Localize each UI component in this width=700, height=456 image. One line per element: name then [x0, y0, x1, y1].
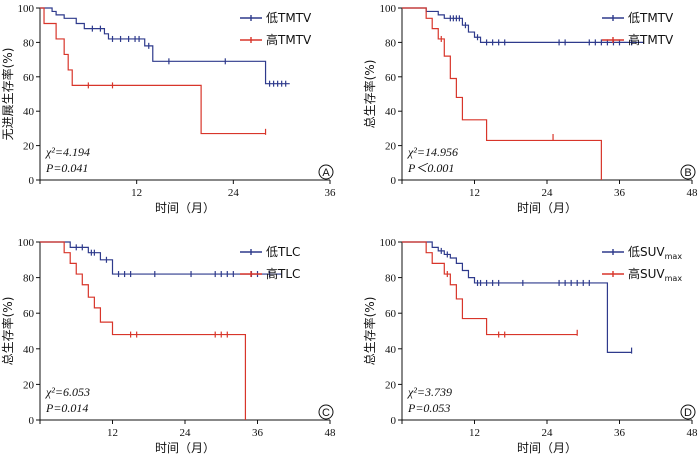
- legend-label-low: 低TMTV: [266, 11, 312, 25]
- stat-line: P=0.053: [407, 401, 450, 415]
- y-axis-label: 总生存率(%): [362, 297, 377, 366]
- y-tick-label: 20: [23, 141, 35, 153]
- km-panel-B: 0 20 40 60 80 100 12 24 36 48 时间（月） 总生存率(%) 低TMTV 高TM…: [362, 3, 698, 215]
- x-axis-label: 时间（月）: [517, 441, 577, 455]
- y-tick-label: 40: [385, 344, 397, 356]
- km-curve-high: [40, 7, 266, 135]
- legend-label-high: 高SUVmax: [628, 266, 682, 283]
- y-tick-label: 100: [18, 3, 35, 15]
- stat-line: P=0.014: [45, 401, 88, 415]
- panel-letter: B: [684, 167, 691, 179]
- x-tick-label: 24: [180, 427, 192, 439]
- y-tick-label: 100: [380, 3, 397, 15]
- stat-line: χ²=4.194: [45, 145, 90, 159]
- x-tick-label: 24: [228, 187, 240, 199]
- y-tick-label: 80: [385, 273, 397, 285]
- y-tick-label: 0: [391, 175, 397, 187]
- panel-letter: C: [322, 407, 330, 419]
- legend-label-high: 高TMTV: [628, 32, 674, 47]
- x-tick-label: 24: [542, 187, 554, 199]
- y-tick-label: 80: [23, 37, 35, 49]
- panel-letter-circle: [680, 164, 696, 180]
- y-tick-label: 0: [29, 415, 35, 427]
- y-tick-label: 0: [29, 175, 35, 187]
- stat-line: χ²=6.053: [45, 385, 90, 399]
- x-tick-label: 12: [469, 187, 480, 199]
- panel-letter-circle: [318, 404, 334, 420]
- y-tick-label: 60: [23, 72, 35, 84]
- y-tick-label: 100: [380, 237, 397, 249]
- y-tick-label: 20: [23, 379, 35, 391]
- y-tick-label: 20: [385, 141, 397, 153]
- x-tick-label: 12: [469, 427, 480, 439]
- legend-label-low: 低TLC: [266, 245, 300, 259]
- legend-label-high: 高TMTV: [266, 32, 312, 47]
- x-axis-label: 时间（月）: [517, 201, 577, 215]
- km-panel-A: 0 20 40 60 80 100 12 24 36 时间（月） 无进展生存率(%) 低TMTV 高TM…: [0, 3, 336, 215]
- y-tick-label: 100: [18, 237, 35, 249]
- y-tick-label: 60: [23, 308, 35, 320]
- x-tick-label: 48: [687, 187, 699, 199]
- panel-letter: D: [684, 407, 692, 419]
- x-tick-label: 24: [542, 427, 554, 439]
- x-tick-label: 12: [107, 427, 118, 439]
- y-tick-label: 80: [23, 273, 35, 285]
- legend-label-low: 低SUVmax: [628, 245, 682, 261]
- km-curve-high: [402, 7, 602, 180]
- panel-letter: A: [322, 167, 330, 179]
- x-axis-label: 时间（月）: [155, 441, 215, 455]
- y-tick-label: 80: [385, 37, 397, 49]
- x-tick-label: 36: [614, 427, 626, 439]
- y-axis-label: 无进展生存率(%): [0, 48, 15, 141]
- y-tick-label: 40: [23, 106, 35, 118]
- panel-letter-circle: [318, 164, 334, 180]
- stat-line: χ²=14.956: [407, 145, 458, 159]
- km-curve-low: [402, 241, 632, 353]
- km-panel-D: 0 20 40 60 80 100 12 24 36 48 时间（月） 总生存率(%) 低SUVmax 高…: [362, 237, 698, 455]
- km-panel-C: 0 20 40 60 80 100 12 24 36 48 时间（月） 总生存率(%) 低TLC 高TLC…: [0, 237, 336, 455]
- y-tick-label: 60: [385, 72, 397, 84]
- x-tick-label: 36: [614, 187, 626, 199]
- y-tick-label: 60: [385, 308, 397, 320]
- km-curve-high: [402, 241, 578, 336]
- legend-label-low: 低TMTV: [628, 11, 674, 25]
- x-tick-label: 48: [325, 427, 337, 439]
- x-tick-label: 48: [687, 427, 699, 439]
- x-tick-label: 36: [252, 427, 264, 439]
- km-curve-low: [40, 7, 290, 85]
- stat-line: P＜0.001: [407, 161, 454, 175]
- x-tick-label: 36: [325, 187, 337, 199]
- x-axis-label: 时间（月）: [155, 201, 215, 215]
- x-tick-label: 12: [131, 187, 142, 199]
- stat-line: P=0.041: [45, 161, 88, 175]
- y-axis-label: 总生存率(%): [0, 297, 15, 366]
- km-curve-high: [40, 241, 247, 420]
- y-tick-label: 0: [391, 415, 397, 427]
- y-tick-label: 40: [385, 106, 397, 118]
- y-tick-label: 20: [385, 379, 397, 391]
- y-axis-label: 总生存率(%): [362, 60, 377, 129]
- legend-label-high: 高TLC: [266, 266, 300, 281]
- stat-line: χ²=3.739: [407, 385, 452, 399]
- y-tick-label: 40: [23, 344, 35, 356]
- panel-letter-circle: [680, 404, 696, 420]
